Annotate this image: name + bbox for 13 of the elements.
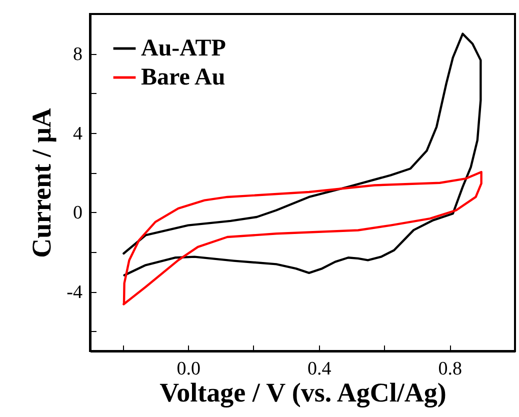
legend-label: Bare Au (141, 64, 226, 90)
x-tick-label: 0.0 (176, 358, 200, 380)
y-tick-label: 4 (73, 123, 83, 144)
line-series (122, 170, 482, 306)
y-axis-title: Current / μA (26, 108, 57, 258)
x-axis-title: Voltage / V (vs. AgCl/Ag) (160, 378, 446, 408)
x-tick-label: 0.4 (307, 358, 332, 380)
y-tick-label: -4 (66, 282, 83, 304)
y-tick-label: 0 (73, 202, 82, 224)
x-tick-label: 0.8 (438, 358, 462, 380)
legend-label: Au-ATP (141, 36, 226, 62)
y-tick-label: 8 (73, 44, 82, 66)
line-series (122, 32, 482, 276)
